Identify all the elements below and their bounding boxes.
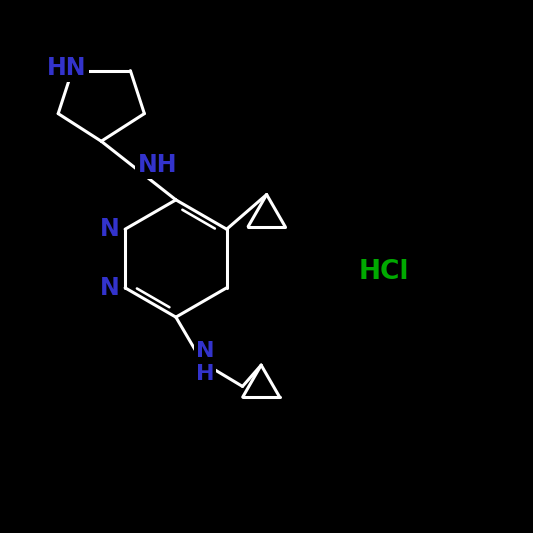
Text: N
H: N H <box>196 341 214 384</box>
Text: NH: NH <box>138 153 177 177</box>
Text: HN: HN <box>47 56 86 80</box>
Text: N: N <box>100 276 120 300</box>
Text: HCl: HCl <box>359 259 409 285</box>
Text: N: N <box>100 217 120 241</box>
